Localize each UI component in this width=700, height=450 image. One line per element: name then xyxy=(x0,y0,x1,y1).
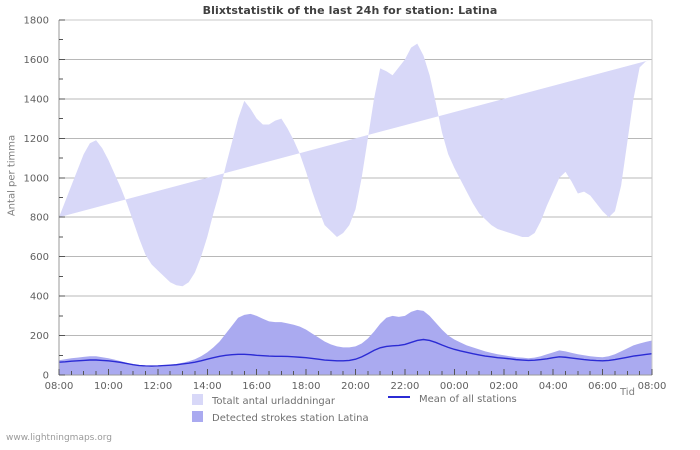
svg-text:0: 0 xyxy=(43,371,49,382)
svg-text:14:00: 14:00 xyxy=(193,381,222,392)
legend-item-station: Detected strokes station Latina xyxy=(192,411,369,424)
legend-swatch-station xyxy=(192,411,203,422)
svg-text:22:00: 22:00 xyxy=(391,381,420,392)
svg-text:800: 800 xyxy=(30,213,49,224)
svg-text:1800: 1800 xyxy=(24,16,49,27)
svg-text:20:00: 20:00 xyxy=(341,381,370,392)
svg-text:02:00: 02:00 xyxy=(489,381,518,392)
legend-label-mean: Mean of all stations xyxy=(419,394,517,405)
svg-text:400: 400 xyxy=(30,292,49,303)
legend-label-total: Totalt antal urladdningar xyxy=(212,396,336,407)
svg-text:12:00: 12:00 xyxy=(143,381,172,392)
svg-text:08:00: 08:00 xyxy=(638,381,667,392)
legend-label-station: Detected strokes station Latina xyxy=(212,413,369,424)
svg-text:1400: 1400 xyxy=(24,94,49,105)
svg-text:1200: 1200 xyxy=(24,134,49,145)
svg-text:1000: 1000 xyxy=(24,173,49,184)
svg-text:04:00: 04:00 xyxy=(539,381,568,392)
svg-text:08:00: 08:00 xyxy=(45,381,74,392)
svg-text:600: 600 xyxy=(30,252,49,263)
svg-text:16:00: 16:00 xyxy=(242,381,271,392)
legend-line-mean xyxy=(388,396,410,398)
svg-text:00:00: 00:00 xyxy=(440,381,469,392)
svg-text:10:00: 10:00 xyxy=(94,381,123,392)
chart-legend: Totalt antal urladdningar Detected strok… xyxy=(0,394,700,426)
axes xyxy=(58,19,653,376)
legend-swatch-total xyxy=(192,394,203,405)
tick-labels: 0 200 400 600 800 1000 1200 1400 1600 1800 08:00 10… xyxy=(24,16,667,393)
x-axis-label: Tid xyxy=(620,387,635,398)
svg-text:06:00: 06:00 xyxy=(588,381,617,392)
footer-url: www.lightningmaps.org xyxy=(6,433,112,443)
legend-item-total: Totalt antal urladdningar xyxy=(192,394,335,407)
legend-item-mean: Mean of all stations xyxy=(388,394,517,405)
series-areas xyxy=(58,43,653,375)
chart-title: Blixtstatistik of the last 24h for stati… xyxy=(202,4,498,17)
svg-text:1600: 1600 xyxy=(24,55,49,66)
svg-text:200: 200 xyxy=(30,331,49,342)
svg-text:18:00: 18:00 xyxy=(292,381,321,392)
